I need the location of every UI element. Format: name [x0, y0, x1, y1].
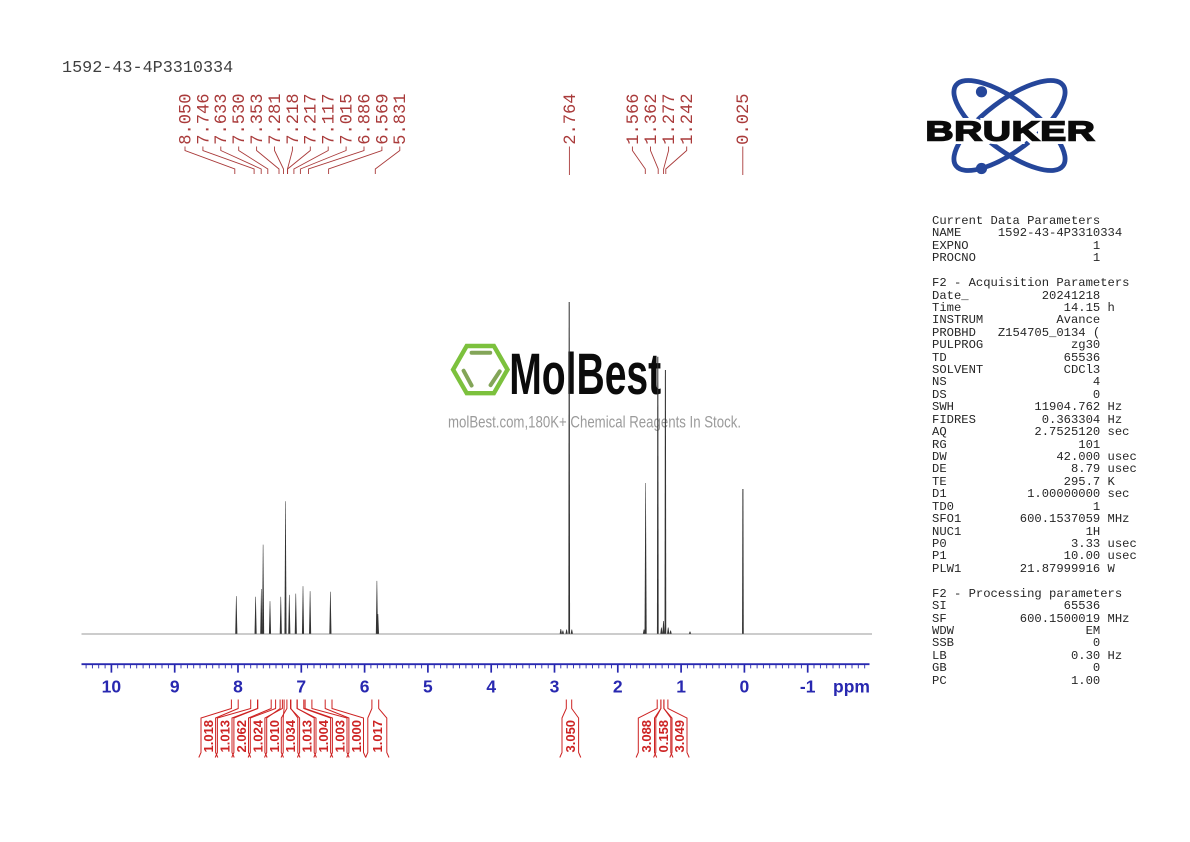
svg-text:7: 7	[296, 677, 306, 697]
svg-text:8.050: 8.050	[177, 94, 196, 145]
svg-text:3.049: 3.049	[672, 720, 687, 753]
svg-text:1.566: 1.566	[625, 94, 644, 145]
svg-text:9: 9	[170, 677, 180, 697]
svg-text:1.242: 1.242	[679, 94, 698, 145]
svg-text:7.353: 7.353	[249, 94, 268, 145]
svg-text:1.013: 1.013	[218, 720, 233, 753]
svg-text:7.117: 7.117	[321, 94, 340, 145]
svg-text:1.004: 1.004	[316, 719, 331, 752]
svg-text:7.281: 7.281	[267, 94, 286, 145]
svg-text:6.886: 6.886	[356, 94, 375, 145]
svg-text:7.217: 7.217	[303, 94, 322, 145]
svg-text:7.746: 7.746	[195, 94, 214, 145]
svg-text:7.530: 7.530	[231, 94, 250, 145]
svg-text:1.034: 1.034	[283, 719, 298, 752]
svg-text:1.000: 1.000	[349, 720, 364, 753]
svg-text:1.010: 1.010	[267, 720, 282, 753]
svg-text:2: 2	[613, 677, 623, 697]
svg-text:3: 3	[550, 677, 560, 697]
svg-text:MolBest: MolBest	[509, 342, 661, 407]
svg-text:0: 0	[740, 677, 750, 697]
svg-text:7.633: 7.633	[213, 94, 232, 145]
svg-text:-1: -1	[800, 677, 816, 697]
svg-text:0.025: 0.025	[735, 94, 754, 145]
svg-text:7.015: 7.015	[339, 94, 358, 145]
svg-text:1.362: 1.362	[643, 94, 662, 145]
svg-text:2.764: 2.764	[562, 94, 581, 145]
svg-text:0.158: 0.158	[656, 720, 671, 753]
svg-text:8: 8	[233, 677, 243, 697]
svg-text:4: 4	[486, 677, 496, 697]
svg-text:1.013: 1.013	[300, 720, 315, 753]
svg-text:1592-43-4P3310334: 1592-43-4P3310334	[62, 59, 233, 78]
svg-text:molBest.com,180K+ Chemical Rea: molBest.com,180K+ Chemical Reagents In S…	[448, 412, 741, 431]
svg-text:1.024: 1.024	[250, 719, 265, 752]
svg-text:6.569: 6.569	[374, 94, 393, 145]
svg-text:6: 6	[360, 677, 370, 697]
svg-text:1.003: 1.003	[333, 720, 348, 753]
svg-text:7.218: 7.218	[285, 94, 304, 145]
svg-text:3.088: 3.088	[639, 720, 654, 753]
svg-text:3.050: 3.050	[563, 720, 578, 753]
svg-text:BRUKER: BRUKER	[926, 116, 1096, 147]
svg-text:10: 10	[102, 677, 122, 697]
svg-text:5.831: 5.831	[392, 94, 411, 145]
svg-text:1.018: 1.018	[201, 720, 216, 753]
svg-text:1.017: 1.017	[370, 720, 385, 753]
svg-text:2.062: 2.062	[234, 720, 249, 753]
svg-text:BRUKER: BRUKER	[926, 116, 1096, 147]
svg-text:1.277: 1.277	[661, 94, 680, 145]
svg-text:ppm: ppm	[833, 677, 870, 697]
svg-text:5: 5	[423, 677, 433, 697]
svg-text:1: 1	[676, 677, 686, 697]
